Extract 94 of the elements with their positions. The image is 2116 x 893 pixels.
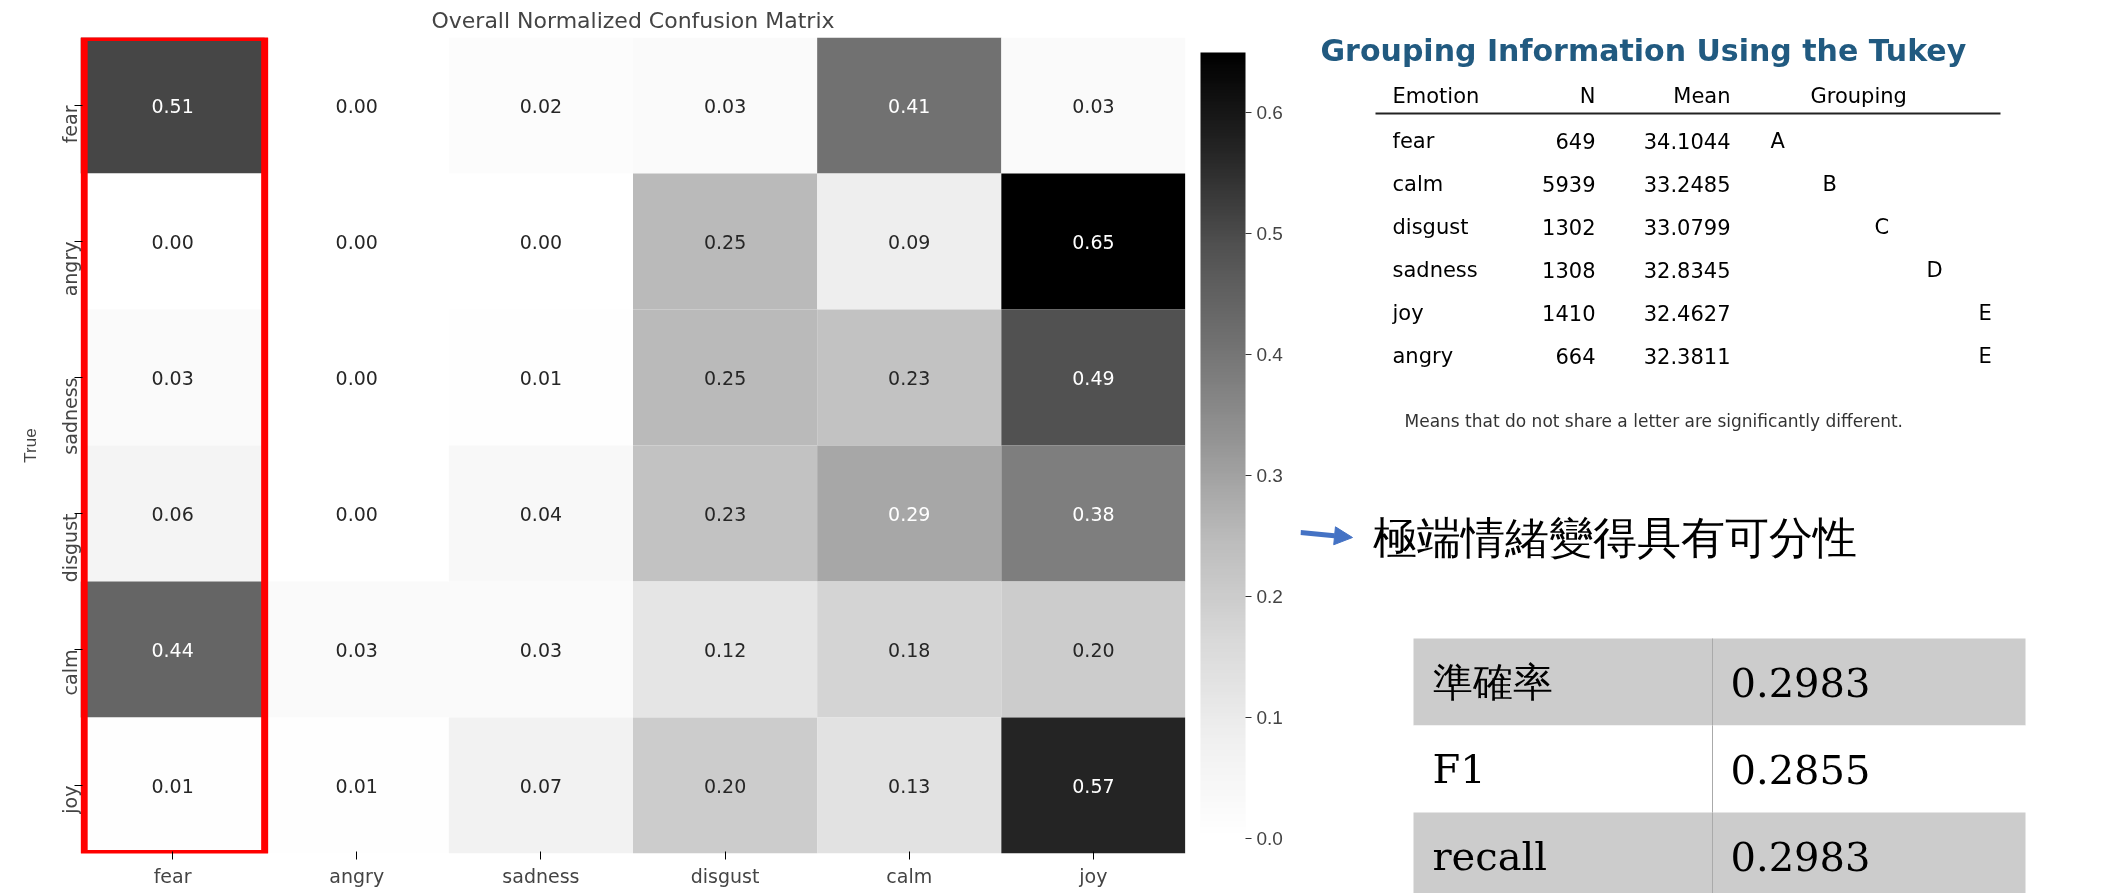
data-label: 0.03 — [1072, 94, 1115, 117]
category-label: joy — [1391, 300, 1424, 325]
data-label: 0.00 — [335, 366, 378, 389]
data-label: 0.51 — [151, 94, 194, 117]
text: Means that do not share a letter are significantly different. — [1404, 410, 1904, 431]
data-label: 0.25 — [703, 366, 747, 389]
data-label: 0.06 — [151, 502, 194, 525]
data-label: 34.1044 — [1643, 129, 1731, 154]
color-bar-label: 0.3 — [1256, 465, 1283, 487]
data-label: 0.41 — [888, 94, 931, 117]
data-label: 649 — [1555, 129, 1596, 154]
data-label: 0.13 — [888, 774, 931, 797]
data-label: 0.23 — [888, 366, 931, 389]
x-tick-label: calm — [886, 864, 933, 887]
y-tick-label: angry — [58, 241, 81, 297]
y-tick-label: fear — [58, 105, 81, 144]
color-bar-label: 0.2 — [1256, 586, 1283, 608]
data-label: 0.2983 — [1730, 833, 1871, 880]
data-label: 0.20 — [1072, 638, 1115, 661]
data-label: 32.4627 — [1643, 301, 1731, 326]
data-label: 0.44 — [151, 638, 194, 661]
color-bar-label: 0.6 — [1256, 102, 1283, 124]
data-label: 0.2983 — [1730, 659, 1871, 706]
category-label: F1 — [1432, 746, 1486, 792]
data-label: 0.07 — [519, 774, 563, 797]
color-bar-label: 0.1 — [1256, 707, 1283, 729]
series-label: N — [1579, 83, 1596, 108]
data-label: 0.01 — [151, 774, 194, 797]
data-label: 0.18 — [888, 638, 931, 661]
y-tick-label: calm — [58, 649, 81, 696]
text: Emotion — [1392, 83, 1480, 108]
data-label: 664 — [1555, 344, 1596, 369]
color-bar-label: 0.0 — [1256, 828, 1283, 849]
data-label: 0.20 — [703, 774, 747, 797]
data-label: 0.04 — [519, 502, 563, 525]
color-bar-label: 0.4 — [1256, 344, 1284, 366]
text: Grouping — [1810, 83, 1907, 108]
data-label: 5939 — [1542, 172, 1596, 197]
data-label: C — [1874, 214, 1890, 239]
data-label: 0.03 — [151, 366, 194, 389]
data-label: 0.03 — [703, 94, 747, 117]
data-label: A — [1770, 128, 1786, 153]
data-label: D — [1926, 257, 1943, 282]
data-label: 0.03 — [519, 638, 563, 661]
data-label: 0.00 — [335, 94, 378, 117]
chart-title: Overall Normalized Confusion Matrix — [431, 7, 835, 33]
category-label: 準確率 — [1432, 659, 1553, 705]
y-tick-label: disgust — [58, 513, 81, 583]
data-label: 0.23 — [703, 502, 747, 525]
data-label: 0.01 — [335, 774, 378, 797]
data-label: E — [1978, 300, 1992, 325]
data-label: 0.00 — [151, 230, 194, 253]
data-label: 0.01 — [519, 366, 563, 389]
data-label: 32.3811 — [1643, 344, 1731, 369]
data-label: 0.29 — [888, 502, 931, 525]
data-label: 1302 — [1542, 215, 1596, 240]
category-label: recall — [1432, 833, 1548, 879]
text: 極端情緒變得具有可分性 — [1372, 512, 1857, 563]
x-tick-label: fear — [153, 864, 192, 887]
category-label: disgust — [1392, 214, 1469, 239]
data-label: 1410 — [1542, 301, 1596, 326]
data-label: 1308 — [1542, 258, 1596, 283]
data-label: 0.2855 — [1730, 746, 1871, 793]
x-tick-label: disgust — [690, 864, 760, 887]
text: Mean — [1673, 83, 1731, 108]
category-label: angry — [1392, 343, 1454, 368]
data-label: 0.38 — [1072, 502, 1115, 525]
data-label: 0.00 — [335, 502, 378, 525]
data-label: 0.25 — [703, 230, 747, 253]
color-bar-label: 0.5 — [1256, 223, 1283, 245]
category-label: fear — [1392, 128, 1435, 153]
data-label: 0.02 — [519, 94, 563, 117]
data-label: E — [1978, 343, 1992, 368]
y-tick-label: joy — [58, 785, 81, 815]
data-label: 0.49 — [1072, 366, 1115, 389]
data-label: 0.12 — [703, 638, 747, 661]
data-label: 32.8345 — [1643, 258, 1731, 283]
data-label: 0.65 — [1072, 230, 1115, 253]
data-label: 33.2485 — [1643, 172, 1731, 197]
data-label: 0.03 — [335, 638, 378, 661]
y-axis-title: True — [20, 428, 40, 463]
text: Grouping Information Using the Tukey — [1320, 33, 1967, 68]
data-label: 0.09 — [888, 230, 931, 253]
x-tick-label: angry — [329, 864, 385, 887]
category-label: sadness — [1392, 257, 1478, 282]
x-tick-label: joy — [1078, 864, 1108, 887]
data-label: B — [1822, 171, 1837, 196]
data-label: 33.0799 — [1643, 215, 1731, 240]
data-label: 0.00 — [519, 230, 563, 253]
y-tick-label: sadness — [58, 377, 81, 455]
data-label: 0.00 — [335, 230, 378, 253]
data-label: 0.57 — [1072, 774, 1115, 797]
x-tick-label: sadness — [502, 864, 580, 887]
category-label: calm — [1392, 171, 1444, 196]
